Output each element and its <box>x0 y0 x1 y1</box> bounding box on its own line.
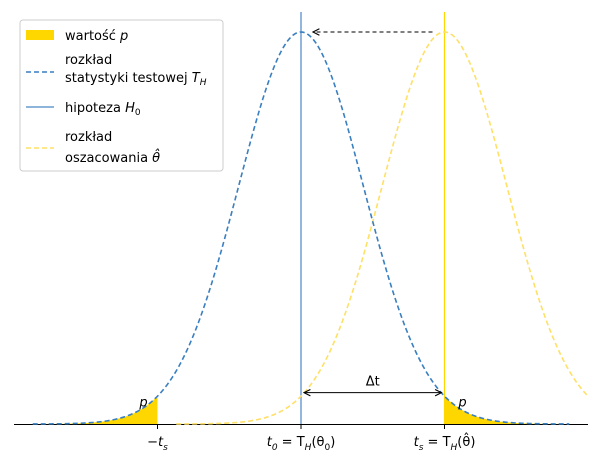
x-tick-label-1: t0 = TH(θ0) <box>267 435 336 453</box>
p-value-tail-left <box>32 396 158 424</box>
x-tick-label-2: ts = TH(θ̂) <box>414 433 476 453</box>
p-label-left: p <box>138 395 147 410</box>
delta-label: Δt <box>366 375 380 390</box>
legend-box <box>19 19 224 172</box>
estimate-distribution-curve <box>176 31 589 425</box>
legend-p-value-label: wartość p <box>65 29 128 44</box>
x-tick-label-0: −ts <box>147 435 168 453</box>
legend: wartość p rozkład statystyki testowej TH… <box>19 19 224 172</box>
null-distribution-curve <box>32 31 570 425</box>
legend-estimate-distribution-label-2: oszacowania θ̂ <box>65 149 160 166</box>
legend-hypothesis-label: hipoteza H0 <box>65 101 141 118</box>
legend-estimate-distribution-label-1: rozkład <box>65 130 112 145</box>
legend-p-value-patch <box>26 30 54 40</box>
legend-null-distribution-label-2: statystyki testowej TH <box>65 71 207 88</box>
p-label-right: p <box>457 395 466 410</box>
legend-null-distribution-label-1: rozkład <box>65 53 112 68</box>
